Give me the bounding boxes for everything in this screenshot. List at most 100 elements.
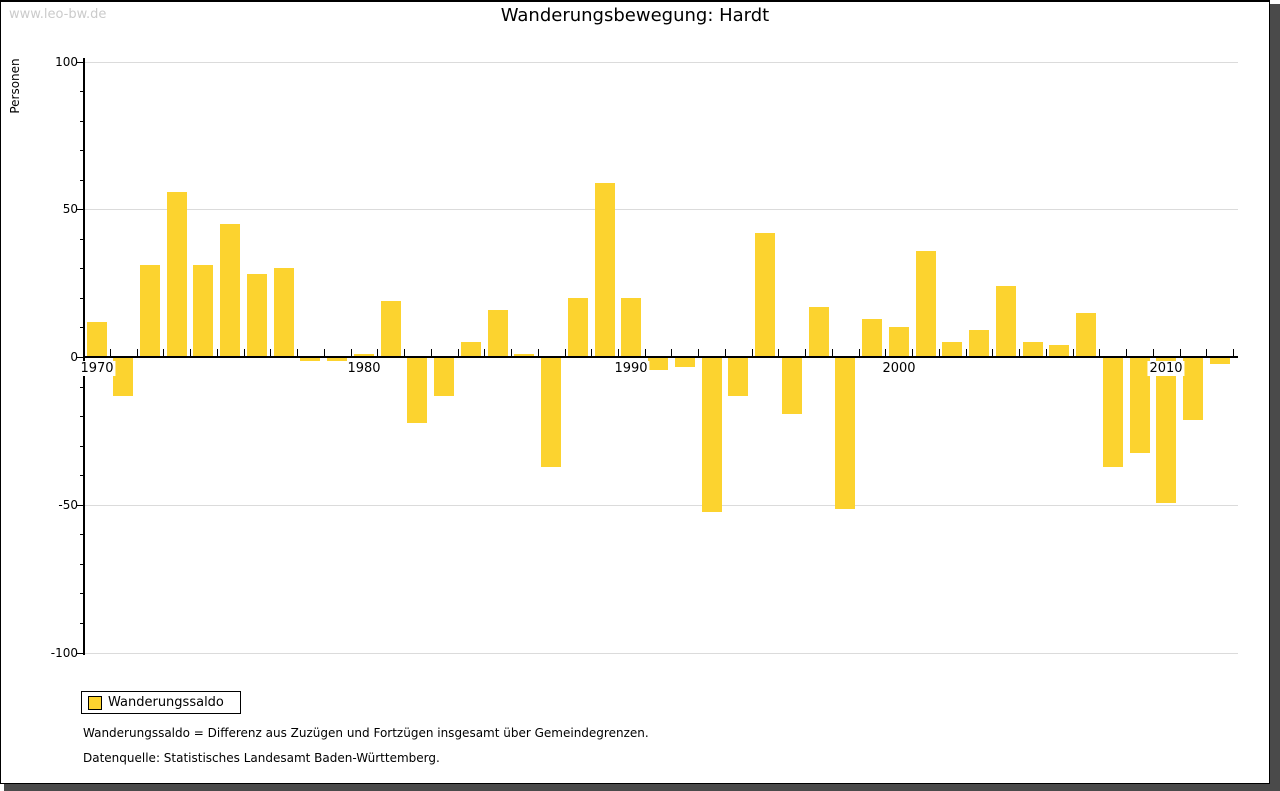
y-tick-minor bbox=[80, 268, 84, 269]
bar bbox=[87, 322, 107, 357]
footnote-definition: Wanderungssaldo = Differenz aus Zuzügen … bbox=[83, 726, 649, 740]
bar bbox=[702, 358, 722, 512]
x-tick bbox=[110, 349, 111, 357]
bar bbox=[595, 183, 615, 357]
bar bbox=[621, 298, 641, 357]
bar bbox=[434, 358, 454, 396]
legend-label: Wanderungssaldo bbox=[108, 695, 224, 710]
y-tick-label: -50 bbox=[58, 498, 78, 512]
window-shadow-bottom bbox=[4, 784, 1280, 791]
bar bbox=[354, 354, 374, 357]
chart-title: Wanderungsbewegung: Hardt bbox=[500, 5, 770, 26]
x-tick bbox=[1180, 349, 1181, 357]
bar bbox=[488, 310, 508, 357]
x-tick bbox=[725, 349, 726, 357]
x-tick bbox=[885, 349, 886, 357]
x-tick bbox=[778, 349, 779, 357]
bar bbox=[113, 358, 133, 396]
grid-line bbox=[85, 505, 1238, 506]
legend-swatch-icon bbox=[88, 696, 102, 710]
bar bbox=[809, 307, 829, 357]
y-tick-minor bbox=[80, 534, 84, 535]
y-tick bbox=[77, 62, 84, 63]
x-tick bbox=[912, 349, 913, 357]
bar bbox=[862, 319, 882, 357]
bar bbox=[247, 274, 267, 357]
y-tick bbox=[77, 357, 84, 358]
x-tick bbox=[698, 349, 699, 357]
x-tick bbox=[992, 349, 993, 357]
x-tick bbox=[1153, 349, 1154, 357]
x-tick bbox=[1233, 349, 1234, 357]
x-tick bbox=[1046, 349, 1047, 357]
x-tick-label: 1980 bbox=[345, 361, 383, 376]
bar bbox=[889, 327, 909, 357]
y-tick bbox=[77, 505, 84, 506]
y-tick-label: 100 bbox=[55, 55, 78, 69]
bar bbox=[514, 354, 534, 357]
bar bbox=[835, 358, 855, 509]
x-tick bbox=[244, 349, 245, 357]
y-tick-minor bbox=[80, 446, 84, 447]
x-tick bbox=[163, 349, 164, 357]
y-tick-label: 0 bbox=[70, 350, 78, 364]
bar bbox=[1183, 358, 1203, 420]
y-tick bbox=[77, 653, 84, 654]
bar bbox=[1210, 358, 1230, 364]
y-tick-minor bbox=[80, 150, 84, 151]
bar bbox=[167, 192, 187, 357]
x-tick bbox=[324, 349, 325, 357]
x-tick-label: 2010 bbox=[1147, 361, 1185, 376]
x-tick bbox=[591, 349, 592, 357]
x-tick bbox=[217, 349, 218, 357]
x-tick bbox=[1126, 349, 1127, 357]
window-shadow-right bbox=[1270, 4, 1280, 791]
bar bbox=[1130, 358, 1150, 453]
x-tick bbox=[404, 349, 405, 357]
x-tick bbox=[270, 349, 271, 357]
y-tick-minor bbox=[80, 623, 84, 624]
y-axis-line bbox=[83, 58, 85, 655]
y-tick-minor bbox=[80, 239, 84, 240]
x-tick bbox=[458, 349, 459, 357]
x-tick-label: 1970 bbox=[78, 361, 116, 376]
x-tick bbox=[137, 349, 138, 357]
bar bbox=[942, 342, 962, 357]
bar bbox=[140, 265, 160, 357]
bar bbox=[1156, 358, 1176, 503]
watermark: www.leo-bw.de bbox=[9, 7, 107, 22]
x-tick bbox=[671, 349, 672, 357]
y-tick-minor bbox=[80, 121, 84, 122]
y-tick-minor bbox=[80, 91, 84, 92]
y-tick-minor bbox=[80, 564, 84, 565]
y-tick-minor bbox=[80, 327, 84, 328]
x-tick bbox=[1073, 349, 1074, 357]
x-tick bbox=[645, 349, 646, 357]
x-tick bbox=[484, 349, 485, 357]
y-tick-minor bbox=[80, 298, 84, 299]
x-tick bbox=[832, 349, 833, 357]
grid-line bbox=[85, 209, 1238, 210]
x-tick bbox=[939, 349, 940, 357]
x-tick bbox=[859, 349, 860, 357]
bar bbox=[461, 342, 481, 357]
y-tick-minor bbox=[80, 387, 84, 388]
y-tick-label: -100 bbox=[50, 646, 78, 660]
x-tick bbox=[1099, 349, 1100, 357]
bar bbox=[1076, 313, 1096, 357]
footnote-source: Datenquelle: Statistisches Landesamt Bad… bbox=[83, 751, 440, 765]
x-tick-label: 2000 bbox=[880, 361, 918, 376]
y-tick-minor bbox=[80, 180, 84, 181]
bar bbox=[675, 358, 695, 367]
bar bbox=[274, 268, 294, 357]
bar bbox=[969, 330, 989, 357]
bar bbox=[220, 224, 240, 357]
bar bbox=[407, 358, 427, 423]
x-tick bbox=[351, 349, 352, 357]
x-tick bbox=[1206, 349, 1207, 357]
x-tick bbox=[538, 349, 539, 357]
bar bbox=[648, 358, 668, 370]
